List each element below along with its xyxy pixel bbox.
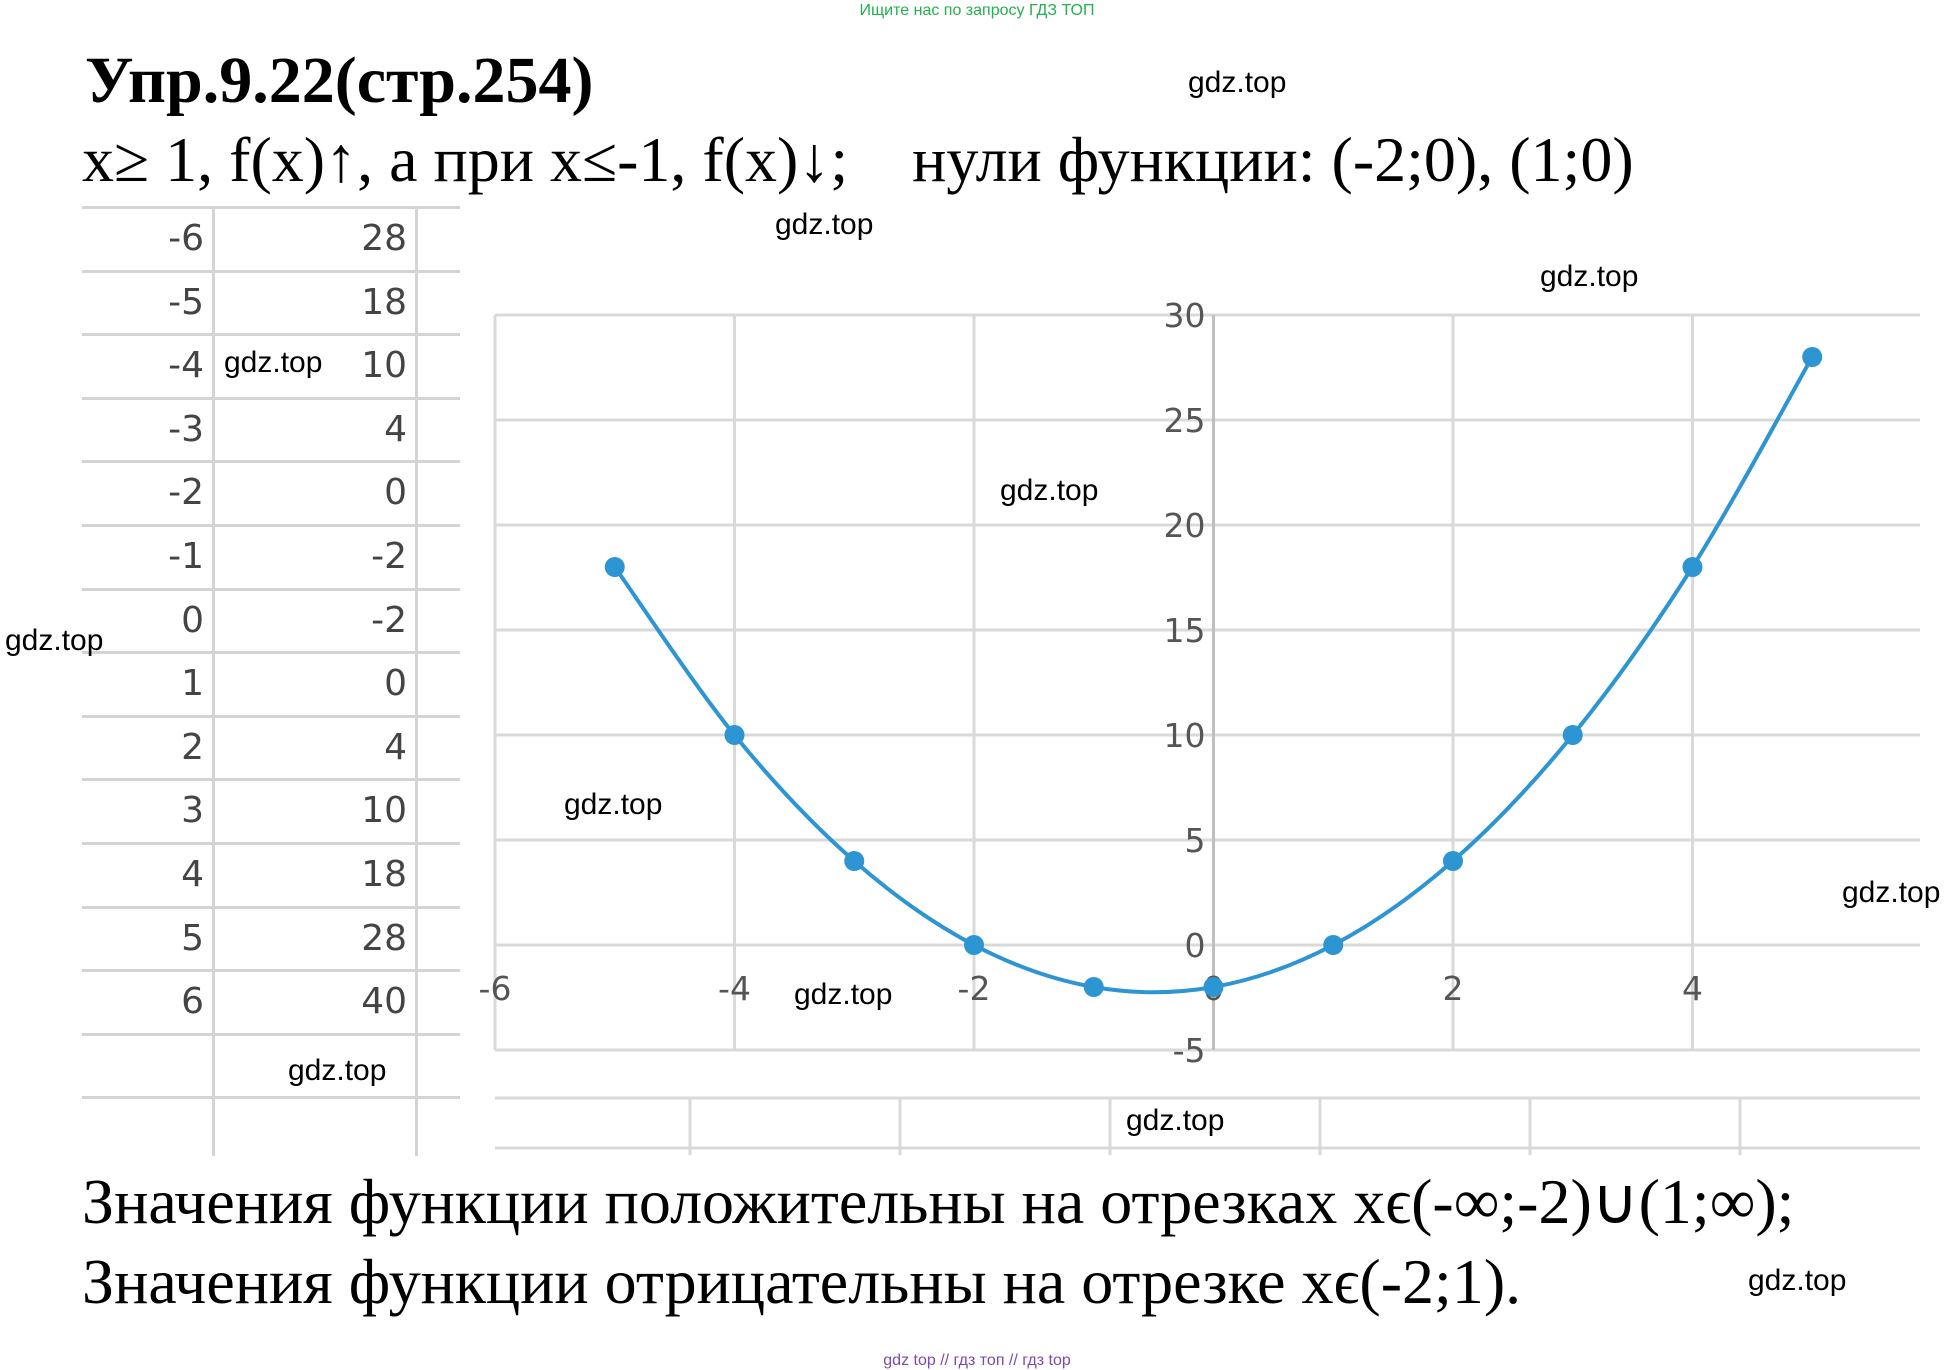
table-cell-x: 6 xyxy=(181,981,204,1023)
table-gridline xyxy=(82,460,460,464)
data-point xyxy=(844,851,865,871)
page-title: Упр.9.22(стр.254) xyxy=(85,44,594,117)
table-gridline xyxy=(82,905,460,909)
table-cell-x: 5 xyxy=(181,917,204,959)
data-point xyxy=(724,725,745,745)
data-point xyxy=(963,935,984,955)
data-point xyxy=(1562,725,1583,745)
table-gridline xyxy=(82,524,460,527)
table-cell-y: 28 xyxy=(361,917,407,959)
data-point xyxy=(604,557,625,577)
negative-values-text: Значения функции отрицательны на отрезке… xyxy=(82,1246,1522,1317)
table-gridline xyxy=(82,1032,460,1036)
table-cell-y: 18 xyxy=(361,854,407,895)
x-tick-label: -6 xyxy=(479,969,512,1008)
y-tick-label: 30 xyxy=(1163,296,1205,335)
table-cell-x: 1 xyxy=(181,663,204,705)
x-tick-label: -4 xyxy=(718,969,751,1008)
table-cell-x: -3 xyxy=(168,408,204,450)
data-point xyxy=(1682,557,1703,577)
table-gridline xyxy=(82,206,460,209)
y-tick-label: 10 xyxy=(1163,716,1205,755)
table-cell-x: 2 xyxy=(181,726,204,768)
data-point xyxy=(1323,935,1344,955)
table-cell-x: 3 xyxy=(181,790,204,832)
table-cell-y: -2 xyxy=(371,536,407,577)
table-cell-y: 28 xyxy=(361,218,407,259)
y-tick-label: 20 xyxy=(1163,506,1205,545)
watermark: gdz.top xyxy=(1748,1264,1847,1297)
data-point xyxy=(1203,977,1224,997)
positive-values-text: Значения функции положительны на отрезка… xyxy=(82,1166,1795,1237)
table-gridline xyxy=(415,206,418,1156)
table-cell-x: 4 xyxy=(181,854,204,895)
watermark: gdz.top xyxy=(794,978,893,1011)
y-tick-label: -5 xyxy=(1173,1031,1206,1070)
data-point xyxy=(1442,851,1463,871)
table-cell-y: 0 xyxy=(384,472,407,514)
table-gridline xyxy=(82,969,460,973)
table-gridline xyxy=(82,842,460,845)
table-cell-y: 0 xyxy=(384,663,407,705)
series-line xyxy=(613,356,1814,995)
table-cell-x: -6 xyxy=(168,218,204,259)
watermark: gdz.top xyxy=(564,788,663,821)
table-cell-y: 10 xyxy=(361,345,407,387)
watermark: gdz.top xyxy=(1188,66,1287,99)
watermark: gdz.top xyxy=(1540,260,1639,293)
watermark: gdz.top xyxy=(1126,1104,1225,1137)
x-tick-label: 2 xyxy=(1442,969,1463,1008)
table-cell-y: 4 xyxy=(384,408,407,450)
table-cell-y: -2 xyxy=(371,599,407,641)
table-cell-y: 10 xyxy=(361,790,407,832)
table-gridline xyxy=(212,206,215,1156)
data-point xyxy=(1083,977,1104,997)
watermark: gdz.top xyxy=(1000,474,1099,507)
data-point xyxy=(1802,347,1823,367)
top-banner: Ищите нас по запросу ГДЗ ТОП xyxy=(859,2,1095,19)
table-cell-x: 0 xyxy=(181,599,204,641)
table-gridline xyxy=(82,651,460,655)
table-gridline xyxy=(82,269,460,273)
watermark: gdz.top xyxy=(288,1054,387,1087)
y-tick-label: 5 xyxy=(1184,821,1205,860)
table-cell-x: -2 xyxy=(168,472,204,514)
y-tick-label: 25 xyxy=(1163,401,1205,440)
x-tick-label: 4 xyxy=(1682,969,1703,1008)
table-gridline xyxy=(82,587,460,591)
bottom-banner: gdz top // гдз топ // гдз top xyxy=(883,1352,1071,1369)
table-gridline xyxy=(82,396,460,400)
table-gridline xyxy=(82,714,460,718)
watermark: gdz.top xyxy=(1842,876,1941,909)
zeros-text: нули функции: (-2;0), (1;0) xyxy=(912,124,1634,195)
table-cell-y: 4 xyxy=(384,726,407,768)
table-gridline xyxy=(82,333,460,337)
watermark: gdz.top xyxy=(5,624,104,657)
table-cell-x: -5 xyxy=(168,281,204,323)
table-cell-y: 18 xyxy=(361,281,407,323)
monotonicity-text: x≥ 1, f(x)↑, а при x≤-1, f(x)↓; xyxy=(82,124,849,195)
subtitle: x≥ 1, f(x)↑, а при x≤-1, f(x)↓; нули функ… xyxy=(82,128,1634,192)
table-cell-y: 40 xyxy=(361,981,407,1023)
y-tick-label: 0 xyxy=(1184,926,1205,965)
y-tick-label: 15 xyxy=(1163,611,1205,650)
table-gridline xyxy=(82,778,460,782)
table-gridline xyxy=(82,1096,460,1100)
watermark: gdz.top xyxy=(775,208,874,241)
watermark: gdz.top xyxy=(224,346,323,379)
x-tick-label: -2 xyxy=(958,969,991,1008)
table-cell-x: -1 xyxy=(168,536,204,577)
table-cell-x: -4 xyxy=(168,345,204,387)
